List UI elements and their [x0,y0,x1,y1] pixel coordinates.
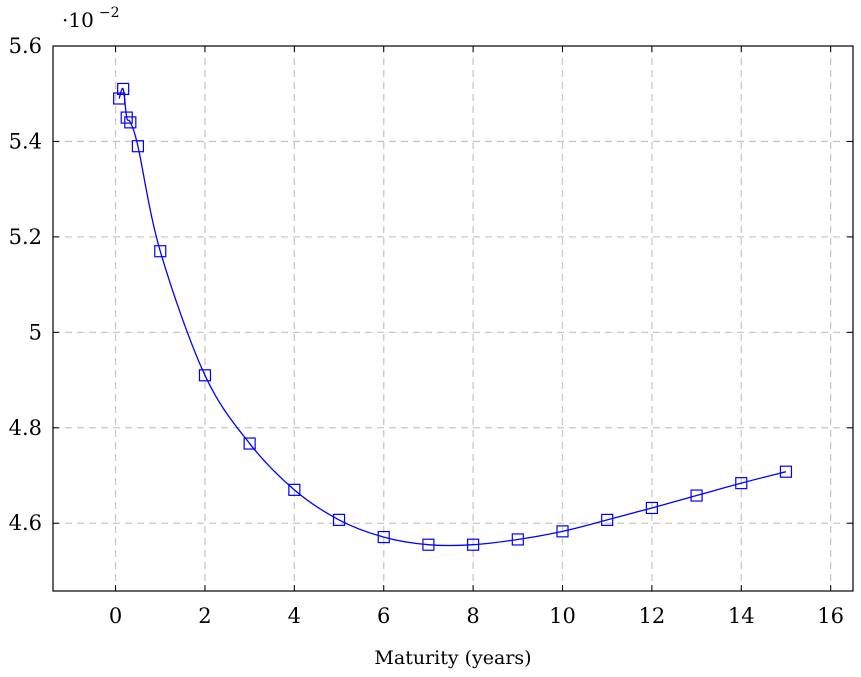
grid [53,46,853,591]
data-point-marker [124,116,137,129]
data-point-marker [332,513,346,526]
axis-ticks [53,45,853,591]
data-point-marker [556,525,569,538]
y-tick-label: 4.6 [9,511,42,535]
data-point-marker [113,92,126,105]
x-tick-label: 12 [639,604,666,628]
y-scale-exponent: −2 [99,5,120,21]
x-axis-title: Maturity (years) [374,647,531,669]
data-point-marker [601,513,614,526]
x-tick-label: 2 [198,604,211,628]
x-tick-label: 10 [549,604,576,628]
data-point-marker [117,82,130,96]
y-tick-label: 5 [29,320,42,344]
x-tick-label: 4 [288,604,301,628]
data-point-marker [154,245,167,258]
y-tick-label: 4.8 [9,416,42,440]
y-axis-scale-factor: ·10 −2 [62,5,120,32]
data-point-marker [120,111,133,124]
y-tick-label: 5.2 [9,225,42,249]
data-point-marker [511,533,524,546]
plot-frame [52,45,854,592]
y-tick-label: 5.6 [9,34,42,58]
series-line [118,87,787,547]
data-point-marker [690,489,703,502]
x-tick-label: 16 [817,604,844,628]
y-tick-label: 5.4 [9,129,42,153]
data-point-marker [735,477,748,490]
y-scale-base: ·10 [62,8,94,32]
x-tick-label: 6 [377,604,390,628]
data-point-marker [288,483,301,496]
data-point-marker [131,140,145,153]
x-tick-label: 8 [466,604,479,628]
data-point-marker [198,369,212,382]
data-point-marker [645,501,658,515]
data-point-marker [243,437,256,450]
series-layer [113,82,793,551]
data-point-marker [377,530,390,544]
x-tick-label: 0 [109,604,122,628]
data-point-marker [422,538,435,551]
data-point-marker [779,465,793,478]
tick-labels: 0 2 4 6 8 10 12 14 16 4.6 4.8 5 5.2 5.4 5.6 [9,34,844,628]
data-point-marker [467,538,480,551]
x-tick-label: 14 [728,604,755,628]
